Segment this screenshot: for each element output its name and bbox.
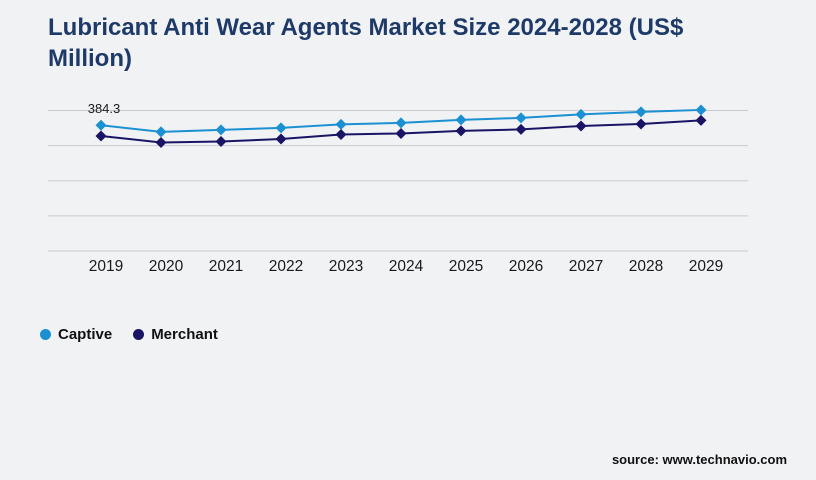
data-point-merchant-2020 (155, 136, 167, 148)
legend-item-merchant[interactable]: Merchant (133, 326, 218, 343)
data-point-merchant-2027 (575, 120, 587, 132)
legend-marker-icon (40, 329, 51, 340)
x-axis-label-2024: 2024 (389, 258, 424, 275)
legend-item-label: Captive (58, 326, 113, 343)
x-axis-label-2027: 2027 (569, 258, 603, 275)
x-axis-label-2026: 2026 (509, 258, 543, 275)
legend-item-captive[interactable]: Captive (40, 326, 112, 343)
x-axis-label-2028: 2028 (629, 258, 663, 275)
legend-marker-icon (133, 329, 145, 340)
data-point-merchant-2026 (515, 123, 527, 135)
data-point-captive-2022 (275, 122, 287, 134)
x-axis-label-2020: 2020 (149, 258, 184, 275)
legend: Captive Merchant (40, 326, 218, 343)
data-point-captive-2019 (95, 119, 107, 131)
data-point-captive-2028 (635, 106, 647, 118)
data-point-merchant-2019 (95, 130, 107, 142)
data-point-merchant-2022 (275, 133, 287, 145)
data-point-merchant-2024 (395, 127, 407, 139)
data-point-merchant-2025 (455, 125, 467, 137)
x-axis-label-2022: 2022 (269, 258, 303, 275)
data-point-captive-2021 (215, 124, 227, 136)
x-axis-label-2019: 2019 (89, 258, 123, 275)
x-axis-label-2025: 2025 (449, 258, 483, 275)
data-point-captive-2025 (455, 114, 467, 126)
line-chart: 384.3 2019 2020 2021 2022 2023 2024 2025 2026 202… (48, 101, 748, 275)
chart-title: Lubricant Anti Wear Agents Market Size 2… (48, 14, 684, 72)
data-point-label: 384.3 (88, 101, 121, 116)
data-point-captive-2020 (155, 126, 167, 138)
data-point-captive-2027 (575, 108, 587, 120)
data-point-captive-2023 (335, 118, 347, 130)
data-point-merchant-2023 (335, 128, 347, 140)
data-point-captive-2024 (395, 117, 407, 129)
source-attribution: source: www.technavio.com (611, 452, 787, 467)
x-axis-label-2021: 2021 (209, 258, 243, 275)
x-axis-label-2023: 2023 (329, 258, 363, 275)
data-point-captive-2029 (695, 104, 707, 116)
data-point-captive-2026 (515, 112, 527, 124)
data-point-merchant-2028 (635, 118, 647, 130)
data-point-merchant-2029 (695, 114, 707, 126)
x-axis-label-2029: 2029 (689, 258, 723, 275)
legend-item-label: Merchant (151, 326, 218, 343)
data-point-merchant-2021 (215, 136, 227, 148)
